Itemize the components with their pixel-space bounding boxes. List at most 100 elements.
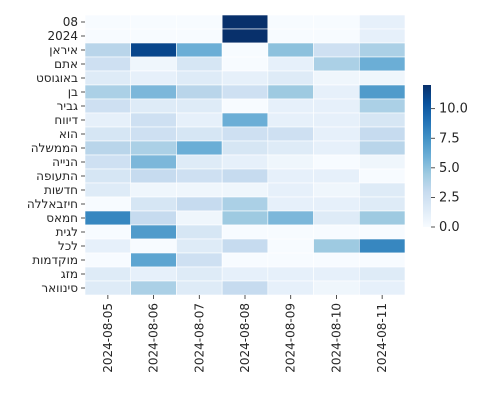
heatmap-cell <box>267 168 314 184</box>
heatmap-cell <box>176 224 223 240</box>
heatmap-cell <box>221 126 269 142</box>
heatmap-cell <box>358 238 406 254</box>
y-tick-label: חמאס <box>46 211 78 225</box>
heatmap-cell <box>130 42 177 58</box>
colorbar <box>423 85 431 227</box>
heatmap-cell <box>84 168 132 184</box>
heatmap-cell <box>313 182 360 198</box>
heatmap-cell <box>84 182 132 198</box>
heatmap-cell <box>84 238 132 254</box>
heatmap-cell <box>176 98 223 114</box>
heatmap-cell <box>176 28 223 44</box>
heatmap-cell <box>176 56 223 72</box>
heatmap-cell <box>130 98 177 114</box>
heatmap-cell <box>176 154 223 170</box>
heatmap-cell <box>313 238 360 254</box>
heatmap-cell <box>221 84 269 100</box>
heatmap-cell <box>221 168 269 184</box>
heatmap-cell <box>130 224 177 240</box>
heatmap-cells <box>84 14 406 296</box>
heatmap-cell <box>130 56 177 72</box>
x-tick-label: 2024-08-08 <box>238 303 252 373</box>
heatmap-cell <box>176 210 223 226</box>
heatmap-cell <box>130 210 177 226</box>
heatmap-cell <box>176 238 223 254</box>
heatmap-cell <box>176 168 223 184</box>
y-tick-label: איראן <box>49 43 78 57</box>
heatmap-cell <box>221 280 269 296</box>
heatmap-cell <box>267 266 314 282</box>
heatmap-cell <box>176 126 223 142</box>
colorbar-tick-label: 5.0 <box>439 161 460 176</box>
y-tick-label: התעופה <box>36 169 78 183</box>
heatmap-cell <box>176 266 223 282</box>
heatmap-cell <box>130 238 177 254</box>
heatmap-cell <box>267 28 314 44</box>
heatmap-cell <box>313 168 360 184</box>
heatmap-cell <box>221 238 269 254</box>
heatmap-cell <box>267 14 314 30</box>
heatmap-cell <box>176 70 223 86</box>
heatmap-cell <box>313 154 360 170</box>
heatmap-cell <box>313 70 360 86</box>
heatmap-cell <box>313 140 360 156</box>
heatmap-cell <box>84 224 132 240</box>
y-tick-labels: 082024איראןאתםבאוגוסטבןגבירדיווחהואהממשל… <box>27 15 85 295</box>
heatmap-cell <box>358 154 406 170</box>
heatmap-cell <box>358 224 406 240</box>
heatmap-cell <box>221 154 269 170</box>
heatmap-cell <box>130 196 177 212</box>
heatmap-cell <box>221 14 269 30</box>
heatmap-cell <box>221 70 269 86</box>
heatmap-cell <box>313 98 360 114</box>
heatmap-cell <box>313 210 360 226</box>
heatmap-cell <box>221 224 269 240</box>
y-tick-label: הוא <box>59 127 78 141</box>
heatmap-cell <box>84 42 132 58</box>
heatmap-cell <box>176 182 223 198</box>
heatmap-cell <box>358 28 406 44</box>
heatmap-cell <box>176 112 223 128</box>
heatmap-cell <box>84 56 132 72</box>
heatmap-cell <box>358 182 406 198</box>
heatmap-cell <box>84 84 132 100</box>
heatmap-cell <box>84 112 132 128</box>
heatmap-cell <box>130 112 177 128</box>
heatmap-cell <box>130 182 177 198</box>
y-tick-label: דיווח <box>54 113 78 127</box>
y-tick-label: אתם <box>54 57 78 71</box>
heatmap-cell <box>358 196 406 212</box>
heatmap-cell <box>358 14 406 30</box>
colorbar-ticks: 0.0 2.5 5.0 7.5 10.0 <box>431 102 468 235</box>
y-tick-label: לגית <box>56 225 78 239</box>
heatmap-cell <box>84 266 132 282</box>
heatmap-cell <box>358 84 406 100</box>
heatmap-cell <box>84 28 132 44</box>
heatmap-cell <box>130 126 177 142</box>
x-tick-label: 2024-08-10 <box>329 303 343 373</box>
heatmap-cell <box>176 14 223 30</box>
y-tick-label: בן <box>68 85 78 99</box>
heatmap-cell <box>267 252 314 268</box>
heatmap-cell <box>267 112 314 128</box>
heatmap-cell <box>221 182 269 198</box>
heatmap-cell <box>358 266 406 282</box>
heatmap-cell <box>313 126 360 142</box>
heatmap-cell <box>130 140 177 156</box>
heatmap-cell <box>221 266 269 282</box>
heatmap-cell <box>176 84 223 100</box>
heatmap-cell <box>221 140 269 156</box>
heatmap-cell <box>358 252 406 268</box>
y-tick-label: גביר <box>57 99 78 113</box>
heatmap-cell <box>130 70 177 86</box>
heatmap-cell <box>313 112 360 128</box>
heatmap-cell <box>221 252 269 268</box>
heatmap-cell <box>313 14 360 30</box>
x-tick-label: 2024-08-05 <box>101 303 115 373</box>
heatmap-cell <box>358 112 406 128</box>
heatmap-cell <box>176 196 223 212</box>
heatmap-cell <box>221 196 269 212</box>
x-tick-labels: 2024-08-05 2024-08-06 2024-08-07 2024-08-08… <box>101 295 389 373</box>
colorbar-tick-label: 0.0 <box>439 220 460 235</box>
